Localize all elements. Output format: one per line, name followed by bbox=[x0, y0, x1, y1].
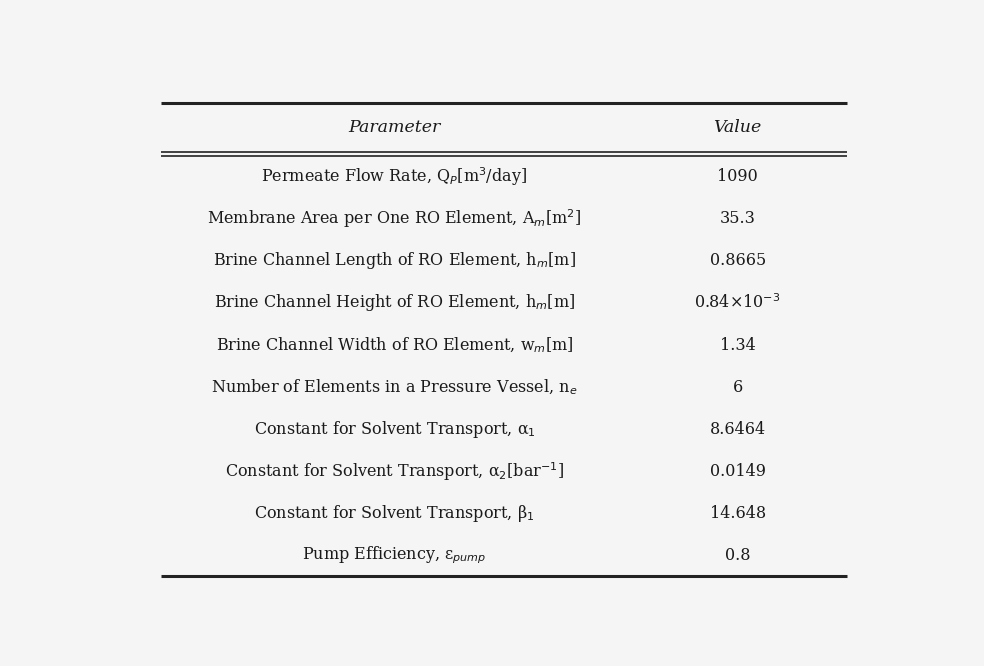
Text: Brine Channel Length of RO Element, h$_m$[m]: Brine Channel Length of RO Element, h$_m… bbox=[213, 250, 576, 272]
Text: 8.6464: 8.6464 bbox=[709, 421, 766, 438]
Text: 0.84×10$^{-3}$: 0.84×10$^{-3}$ bbox=[695, 294, 781, 312]
Text: Brine Channel Height of RO Element, h$_m$[m]: Brine Channel Height of RO Element, h$_m… bbox=[214, 292, 575, 314]
Text: 14.648: 14.648 bbox=[709, 505, 766, 521]
Text: 0.8665: 0.8665 bbox=[709, 252, 766, 270]
Text: 1090: 1090 bbox=[717, 168, 758, 185]
Text: Permeate Flow Rate, Q$_P$[m$^3$/day]: Permeate Flow Rate, Q$_P$[m$^3$/day] bbox=[262, 165, 527, 188]
Text: Brine Channel Width of RO Element, w$_m$[m]: Brine Channel Width of RO Element, w$_m$… bbox=[215, 336, 574, 355]
Text: Constant for Solvent Transport, α$_2$[bar$^{-1}$]: Constant for Solvent Transport, α$_2$[ba… bbox=[225, 460, 564, 483]
Text: 1.34: 1.34 bbox=[719, 336, 756, 354]
Text: Parameter: Parameter bbox=[348, 119, 441, 136]
Text: Value: Value bbox=[713, 119, 762, 136]
Text: Pump Efficiency, ε$_{pump}$: Pump Efficiency, ε$_{pump}$ bbox=[302, 545, 487, 566]
Text: 35.3: 35.3 bbox=[719, 210, 756, 227]
Text: Number of Elements in a Pressure Vessel, n$_e$: Number of Elements in a Pressure Vessel,… bbox=[212, 378, 578, 397]
Text: 6: 6 bbox=[732, 378, 743, 396]
Text: Constant for Solvent Transport, β$_1$: Constant for Solvent Transport, β$_1$ bbox=[254, 503, 534, 523]
Text: Membrane Area per One RO Element, A$_m$[m$^2$]: Membrane Area per One RO Element, A$_m$[… bbox=[208, 208, 582, 230]
Text: 0.8: 0.8 bbox=[725, 547, 751, 564]
Text: 0.0149: 0.0149 bbox=[709, 463, 766, 480]
Text: Constant for Solvent Transport, α$_1$: Constant for Solvent Transport, α$_1$ bbox=[254, 419, 535, 440]
